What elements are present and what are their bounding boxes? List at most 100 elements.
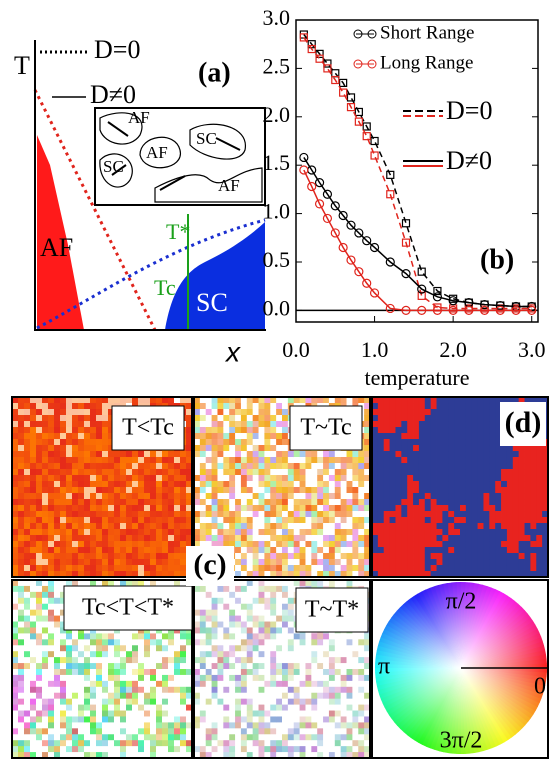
pixel	[72, 421, 78, 427]
pixel	[431, 553, 437, 559]
pixel	[66, 433, 72, 439]
pixel	[60, 651, 66, 657]
pixel	[300, 746, 306, 752]
pixel	[42, 541, 48, 547]
pixel	[96, 639, 102, 645]
pixel	[223, 475, 229, 481]
pixel	[282, 415, 288, 421]
pixel	[150, 475, 156, 481]
pixel	[347, 565, 353, 571]
pixel	[501, 451, 507, 457]
pixel	[54, 657, 60, 663]
pixel	[270, 722, 276, 728]
pixel	[247, 415, 253, 421]
pixel	[335, 547, 341, 553]
pixel	[454, 451, 460, 457]
pixel	[66, 451, 72, 457]
pixel	[126, 469, 132, 475]
pixel	[174, 469, 180, 475]
pixel	[352, 499, 358, 505]
pixel	[60, 669, 66, 675]
pixel	[276, 681, 282, 687]
pixel	[120, 469, 126, 475]
pixel	[138, 511, 144, 517]
pixel	[358, 681, 364, 687]
pixel	[358, 693, 364, 699]
pixel	[536, 547, 542, 553]
pixel	[54, 487, 60, 493]
pixel	[419, 433, 425, 439]
pixel	[264, 651, 270, 657]
pixel	[335, 639, 341, 645]
pixel	[300, 541, 306, 547]
pixel	[317, 535, 323, 541]
pixel	[352, 705, 358, 711]
pixel	[72, 681, 78, 687]
pixel	[276, 505, 282, 511]
pixel	[466, 421, 472, 427]
pixel	[347, 740, 353, 746]
pixel	[358, 517, 364, 523]
pixel	[358, 716, 364, 722]
pixel	[282, 693, 288, 699]
pixel	[102, 559, 108, 565]
pixel	[18, 716, 24, 722]
pixel	[212, 657, 218, 663]
pixel	[276, 651, 282, 657]
pixel	[282, 409, 288, 415]
pixel	[390, 439, 396, 445]
pixel	[401, 421, 407, 427]
pixel	[335, 499, 341, 505]
pixel	[223, 633, 229, 639]
pixel	[42, 687, 48, 693]
pixel	[390, 529, 396, 535]
pixel	[352, 711, 358, 717]
pixel	[501, 481, 507, 487]
pixel	[259, 457, 265, 463]
pixel	[229, 469, 235, 475]
pixel	[72, 705, 78, 711]
pixel	[66, 439, 72, 445]
pixel	[472, 535, 478, 541]
pixel	[329, 541, 335, 547]
pixel	[36, 705, 42, 711]
pixel	[90, 511, 96, 517]
pixel	[78, 487, 84, 493]
pixel	[30, 565, 36, 571]
pixel	[132, 499, 138, 505]
pixel	[241, 681, 247, 687]
pixel	[507, 457, 513, 463]
pixel	[253, 469, 259, 475]
pixel	[483, 517, 489, 523]
pixel	[311, 675, 317, 681]
pixel	[288, 511, 294, 517]
pixel	[120, 705, 126, 711]
pixel	[78, 565, 84, 571]
pixel	[132, 645, 138, 651]
pixel	[54, 711, 60, 717]
pixel	[200, 639, 206, 645]
pixel	[180, 493, 186, 499]
pixel	[132, 565, 138, 571]
pixel	[270, 523, 276, 529]
pixel	[24, 409, 30, 415]
pixel	[84, 403, 90, 409]
pixel	[217, 439, 223, 445]
pixel	[378, 421, 384, 427]
pixel	[259, 511, 265, 517]
pixel	[448, 469, 454, 475]
pixel	[42, 451, 48, 457]
pixel	[54, 451, 60, 457]
pixel	[144, 469, 150, 475]
pixel	[66, 415, 72, 421]
pixel	[419, 517, 425, 523]
pixel	[223, 734, 229, 740]
pixel	[352, 541, 358, 547]
pixel	[483, 505, 489, 511]
pixel	[270, 586, 276, 592]
pixel	[431, 451, 437, 457]
pixel	[78, 651, 84, 657]
pixel	[120, 475, 126, 481]
pixel	[42, 529, 48, 535]
pixel	[138, 553, 144, 559]
